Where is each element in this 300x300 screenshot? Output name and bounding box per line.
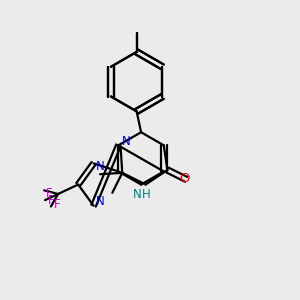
Text: F: F [48,194,55,207]
Text: N: N [133,188,142,201]
Text: H: H [142,188,151,201]
Text: O: O [179,172,190,185]
Text: N: N [96,195,104,208]
Text: N: N [96,160,104,173]
Text: N: N [122,135,130,148]
Text: F: F [54,198,61,211]
Text: F: F [46,187,53,200]
